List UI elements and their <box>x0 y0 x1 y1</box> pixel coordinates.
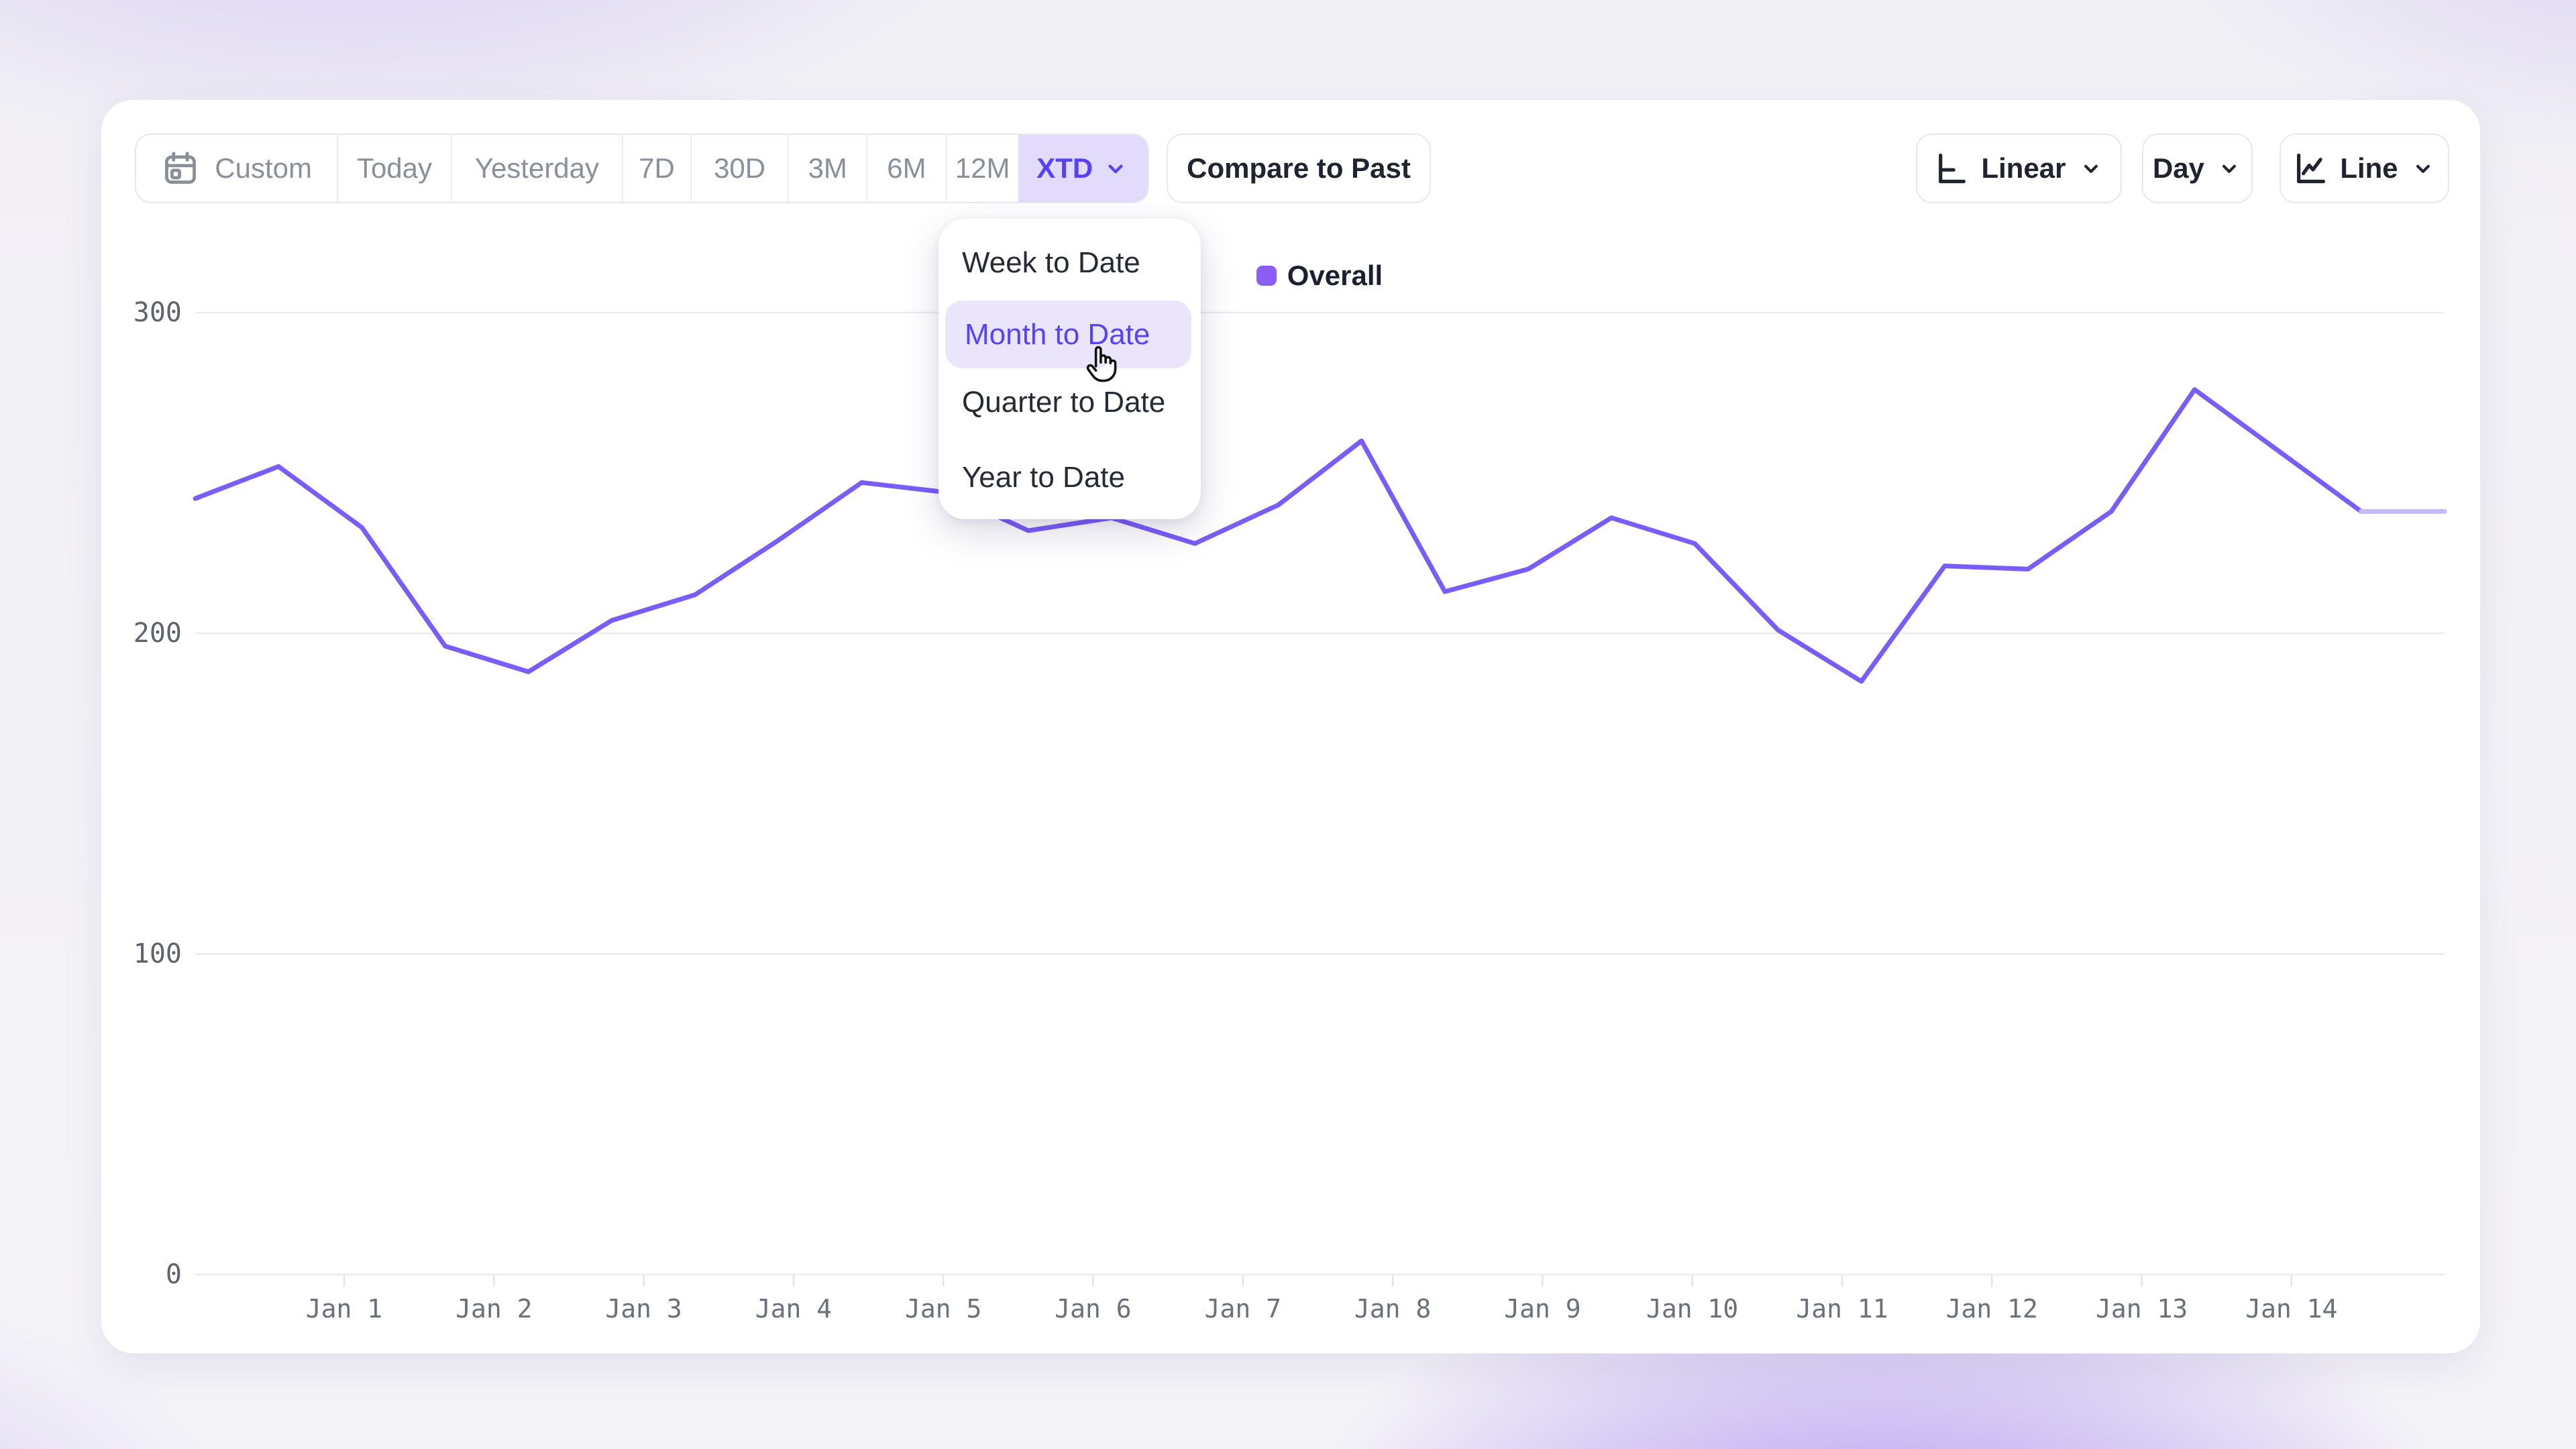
scale-label: Linear <box>1981 152 2066 184</box>
menu-item-month-to-date-label: Month to Date <box>965 317 1150 351</box>
range-30d-button[interactable]: 30D <box>690 135 788 202</box>
y-axis-label: 300 <box>133 297 182 328</box>
menu-item-quarter-to-date[interactable]: Quarter to Date <box>962 386 1166 419</box>
chevron-down-icon <box>2216 156 2242 181</box>
xtd-dropdown-menu: Week to Date Month to Date Quarter to Da… <box>938 219 1201 519</box>
range-3m-button[interactable]: 3M <box>788 135 866 202</box>
range-12m-button[interactable]: 12M <box>945 135 1018 202</box>
linear-scale-icon <box>1934 151 1969 186</box>
chevron-down-icon <box>1102 155 1129 182</box>
scale-dropdown-button[interactable]: Linear <box>1916 133 2122 203</box>
series-line-overall <box>193 387 2364 684</box>
analytics-card: Custom Today Yesterday 7D 30D 3M 6M 12M … <box>101 99 2481 1354</box>
x-axis-label: Jan 3 <box>605 1294 682 1324</box>
line-chart <box>193 311 2447 1287</box>
legend-overall[interactable]: Overall <box>1219 260 1420 292</box>
range-6m-button[interactable]: 6M <box>866 135 946 202</box>
x-axis-label: Jan 10 <box>1646 1294 1739 1324</box>
x-axis-label: Jan 8 <box>1354 1294 1432 1324</box>
chart-type-label: Line <box>2340 152 2398 184</box>
date-range-segmented-control: Custom Today Yesterday 7D 30D 3M 6M 12M … <box>135 133 1149 203</box>
x-axis-label: Jan 5 <box>904 1294 982 1324</box>
x-axis-label: Jan 7 <box>1204 1294 1281 1324</box>
menu-item-year-to-date[interactable]: Year to Date <box>962 461 1125 494</box>
range-xtd-label: XTD <box>1036 152 1093 184</box>
line-chart-icon <box>2293 151 2328 186</box>
x-axis-label: Jan 12 <box>1945 1294 2038 1324</box>
range-custom-label: Custom <box>215 152 312 184</box>
compare-to-past-button[interactable]: Compare to Past <box>1167 133 1431 203</box>
menu-item-week-to-date[interactable]: Week to Date <box>962 246 1140 279</box>
y-axis-label: 0 <box>165 1259 182 1290</box>
x-axis-label: Jan 2 <box>455 1294 533 1324</box>
range-today-button[interactable]: Today <box>337 135 451 202</box>
x-axis-label: Jan 13 <box>2095 1294 2188 1324</box>
cursor-pointer-icon <box>1082 343 1124 388</box>
range-yesterday-button[interactable]: Yesterday <box>450 135 622 202</box>
range-xtd-button[interactable]: XTD <box>1018 135 1148 202</box>
x-axis-label: Jan 4 <box>755 1294 833 1324</box>
y-axis-label: 100 <box>133 938 182 969</box>
x-axis-label: Jan 11 <box>1796 1294 1888 1324</box>
x-axis-label: Jan 1 <box>305 1294 383 1324</box>
granularity-label: Day <box>2152 152 2205 184</box>
chevron-down-icon <box>2078 156 2104 181</box>
chevron-down-icon <box>2410 156 2436 181</box>
legend-swatch-icon <box>1256 266 1277 286</box>
x-axis-label: Jan 6 <box>1055 1294 1132 1324</box>
x-axis-label: Jan 9 <box>1504 1294 1581 1324</box>
legend-label: Overall <box>1287 260 1383 291</box>
granularity-dropdown-button[interactable]: Day <box>2142 133 2253 203</box>
y-axis-label: 200 <box>133 618 182 649</box>
x-axis-label: Jan 14 <box>2245 1294 2338 1324</box>
menu-item-month-to-date[interactable]: Month to Date <box>945 301 1191 368</box>
calendar-icon <box>161 149 200 188</box>
range-7d-button[interactable]: 7D <box>622 135 690 202</box>
chart-type-dropdown-button[interactable]: Line <box>2279 133 2449 203</box>
range-custom-button[interactable]: Custom <box>136 135 337 202</box>
